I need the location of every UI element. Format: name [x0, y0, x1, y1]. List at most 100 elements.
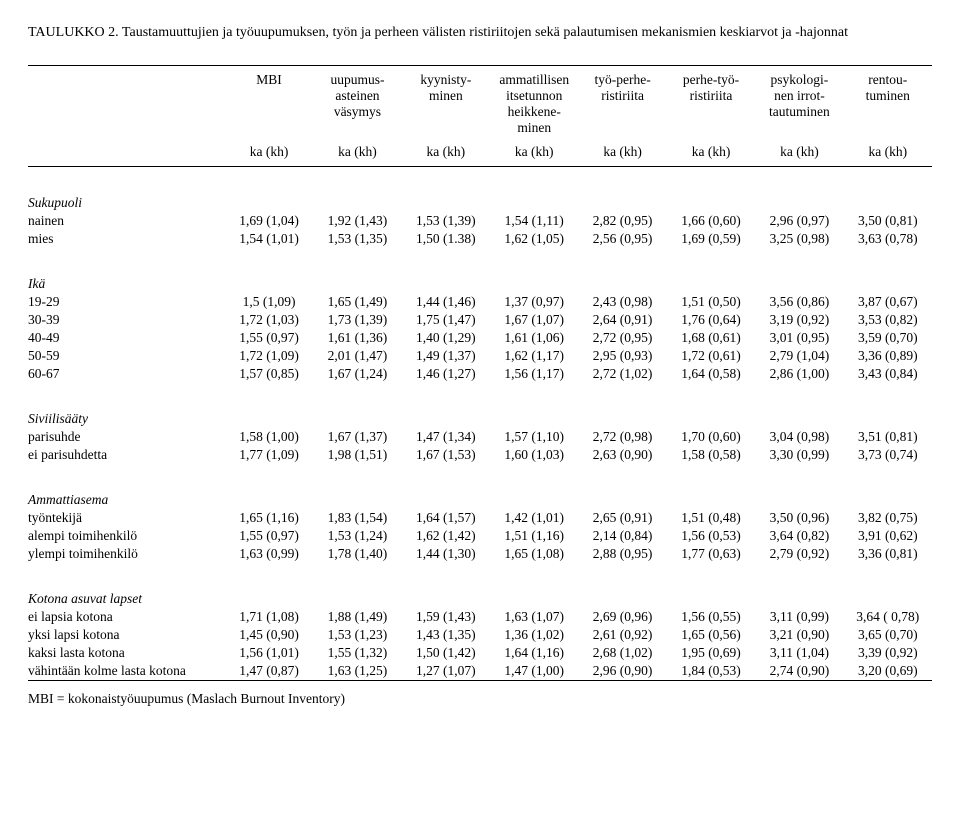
cell: 1,53 (1,35): [313, 230, 401, 248]
table-row: 50-591,72 (1,09)2,01 (1,47)1,49 (1,37)1,…: [28, 347, 932, 365]
table-row: vähintään kolme lasta kotona1,47 (0,87) 1…: [28, 662, 932, 681]
cell: 2,96 (0,97): [755, 212, 843, 230]
cell: 2,61 (0,92): [578, 626, 666, 644]
cell: 3,39 (0,92): [844, 644, 932, 662]
cell: 2,72 (0,98): [578, 428, 666, 446]
cell: 2,63 (0,90): [578, 446, 666, 464]
cell: 3,21 (0,90): [755, 626, 843, 644]
cell: 1,50 (1.38): [402, 230, 490, 248]
cell: 3,65 (0,70): [844, 626, 932, 644]
cell: 1,54 (1,01): [225, 230, 313, 248]
cell: 1,56 (1,01): [225, 644, 313, 662]
cell: 1,72 (1,09): [225, 347, 313, 365]
cell: 1,67 (1,07): [490, 311, 578, 329]
footnote: MBI = kokonaistyöuupumus (Maslach Burnou…: [28, 691, 932, 707]
cell: 1,98 (1,51): [313, 446, 401, 464]
cell: 3,20 (0,69): [844, 662, 932, 681]
cell: 3,43 (0,84): [844, 365, 932, 383]
cell: 3,36 (0,81): [844, 545, 932, 563]
cell: 1,54 (1,11): [490, 212, 578, 230]
cell: 1,65 (1,16): [225, 509, 313, 527]
col-header-3: ammatillisenitsetunnonheikkene-minen: [490, 66, 578, 143]
cell: 1,75 (1,47): [402, 311, 490, 329]
cell: 1,67 (1,24): [313, 365, 401, 383]
row-label: 50-59: [28, 347, 225, 365]
table-row: alempi toimihenkilö1,55 (0,97)1,53 (1,24…: [28, 527, 932, 545]
cell: 1,73 (1,39): [313, 311, 401, 329]
cell: 1,58 (1,00): [225, 428, 313, 446]
cell: 1,67 (1,37): [313, 428, 401, 446]
cell: 1,65 (1,08): [490, 545, 578, 563]
cell: 1,47 (1,34): [402, 428, 490, 446]
col-header-6: psykologi-nen irrot-tautuminen: [755, 66, 843, 143]
cell: 2,86 (1,00): [755, 365, 843, 383]
row-label: vähintään kolme lasta kotona: [28, 662, 225, 681]
col-sublabel-5: ka (kh): [667, 143, 755, 167]
data-table: MBIuupumus-asteinenväsymyskyynisty-minen…: [28, 65, 932, 681]
col-header-2: kyynisty-minen: [402, 66, 490, 143]
cell: 1,62 (1,05): [490, 230, 578, 248]
cell: 3,11 (0,99): [755, 608, 843, 626]
table-row: ei parisuhdetta1,77 (1,09)1,98 (1,51)1,6…: [28, 446, 932, 464]
cell: 2,68 (1,02): [578, 644, 666, 662]
cell: 3,73 (0,74): [844, 446, 932, 464]
row-label: ei lapsia kotona: [28, 608, 225, 626]
cell: 1,83 (1,54): [313, 509, 401, 527]
row-label: 19-29: [28, 293, 225, 311]
row-label: työntekijä: [28, 509, 225, 527]
cell: 1,77 (0,63): [667, 545, 755, 563]
section-heading: Sukupuoli: [28, 191, 225, 212]
cell: 1,53 (1,39): [402, 212, 490, 230]
cell: 1,59 (1,43): [402, 608, 490, 626]
col-header-5: perhe-työ-ristiriita: [667, 66, 755, 143]
cell: 3,91 (0,62): [844, 527, 932, 545]
cell: 3,63 (0,78): [844, 230, 932, 248]
cell: 1,95 (0,69): [667, 644, 755, 662]
cell: 2,82 (0,95): [578, 212, 666, 230]
cell: 1,64 (1,16): [490, 644, 578, 662]
col-header-4: työ-perhe-ristiriita: [578, 66, 666, 143]
cell: 1,88 (1,49): [313, 608, 401, 626]
cell: 1,47 (0,87): [225, 662, 313, 681]
cell: 3,53 (0,82): [844, 311, 932, 329]
section-heading: Siviilisääty: [28, 407, 225, 428]
row-label: parisuhde: [28, 428, 225, 446]
table-row: mies1,54 (1,01)1,53 (1,35)1,50 (1.38)1,6…: [28, 230, 932, 248]
cell: 1,61 (1,06): [490, 329, 578, 347]
cell: 1,51 (0,50): [667, 293, 755, 311]
cell: 2,95 (0,93): [578, 347, 666, 365]
section-heading: Kotona asuvat lapset: [28, 587, 225, 608]
row-label: yksi lapsi kotona: [28, 626, 225, 644]
cell: 3,56 (0,86): [755, 293, 843, 311]
cell: 1,55 (0,97): [225, 329, 313, 347]
cell: 1,49 (1,37): [402, 347, 490, 365]
cell: 1,53 (1,23): [313, 626, 401, 644]
cell: 1,72 (0,61): [667, 347, 755, 365]
cell: 3,11 (1,04): [755, 644, 843, 662]
cell: 1,47 (1,00): [490, 662, 578, 681]
cell: 1,55 (1,32): [313, 644, 401, 662]
cell: 1,60 (1,03): [490, 446, 578, 464]
row-label: mies: [28, 230, 225, 248]
cell: 3,50 (0,81): [844, 212, 932, 230]
cell: 1,70 (0,60): [667, 428, 755, 446]
cell: 3,64 ( 0,78): [844, 608, 932, 626]
table-row: 19-291,5 (1,09)1,65 (1,49)1,44 (1,46)1,3…: [28, 293, 932, 311]
cell: 2,88 (0,95): [578, 545, 666, 563]
cell: 1,66 (0,60): [667, 212, 755, 230]
cell: 2,79 (1,04): [755, 347, 843, 365]
cell: 1,56 (0,53): [667, 527, 755, 545]
cell: 3,50 (0,96): [755, 509, 843, 527]
col-sublabel-1: ka (kh): [313, 143, 401, 167]
cell: 2,43 (0,98): [578, 293, 666, 311]
table-row: parisuhde1,58 (1,00)1,67 (1,37)1,47 (1,3…: [28, 428, 932, 446]
cell: 1,36 (1,02): [490, 626, 578, 644]
cell: 3,64 (0,82): [755, 527, 843, 545]
cell: 1,42 (1,01): [490, 509, 578, 527]
section-heading: Ikä: [28, 272, 225, 293]
cell: 2,72 (0,95): [578, 329, 666, 347]
row-label: 60-67: [28, 365, 225, 383]
cell: 2,65 (0,91): [578, 509, 666, 527]
cell: 1,56 (0,55): [667, 608, 755, 626]
col-header-1: uupumus-asteinenväsymys: [313, 66, 401, 143]
